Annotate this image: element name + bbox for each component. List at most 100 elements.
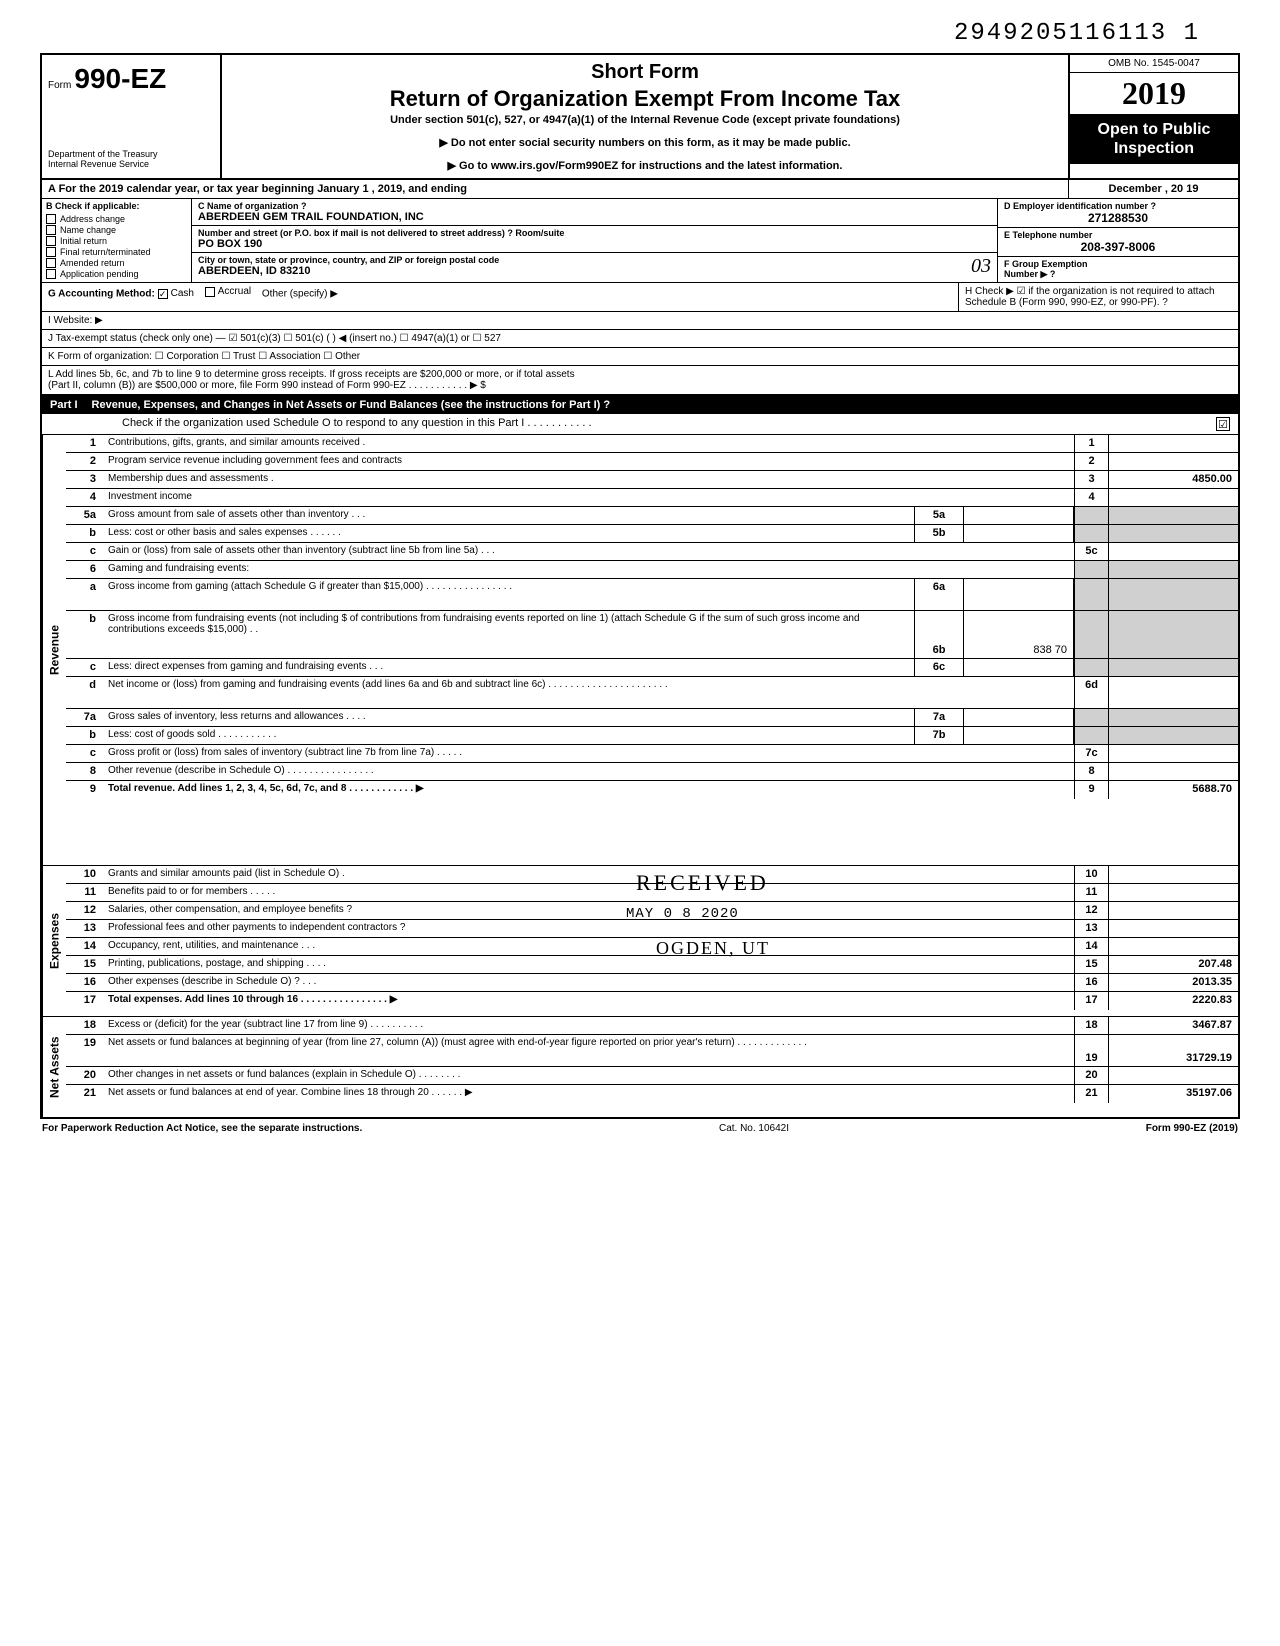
chk-address-change[interactable] xyxy=(46,214,56,224)
row-a-text: A For the 2019 calendar year, or tax yea… xyxy=(42,180,1068,198)
lbl-other-specify: Other (specify) ▶ xyxy=(262,289,338,300)
line-13-text: Professional fees and other payments to … xyxy=(102,920,1074,937)
row-a-month: December xyxy=(1109,183,1162,195)
line-5c-text: Gain or (loss) from sale of assets other… xyxy=(102,543,1074,560)
line-2-text: Program service revenue including govern… xyxy=(102,453,1074,470)
line-15-amt: 207.48 xyxy=(1108,956,1238,973)
line-20-amt xyxy=(1108,1067,1238,1084)
line-8-numcol: 8 xyxy=(1074,763,1108,780)
line-1-text: Contributions, gifts, grants, and simila… xyxy=(102,435,1074,452)
line-5b-grey xyxy=(1074,525,1108,542)
line-21-numcol: 21 xyxy=(1074,1085,1108,1103)
line-19-numcol: 19 xyxy=(1074,1035,1108,1066)
line-16-amt: 2013.35 xyxy=(1108,974,1238,991)
line-5c-amt xyxy=(1108,543,1238,560)
lbl-address-change: Address change xyxy=(60,214,125,224)
line-7b-greyamt xyxy=(1108,727,1238,744)
line-6b-grey xyxy=(1074,611,1108,658)
line-5a-text: Gross amount from sale of assets other t… xyxy=(102,507,914,524)
footer-center: Cat. No. 10642I xyxy=(719,1123,789,1134)
line-10-amt xyxy=(1108,866,1238,883)
line-20-no: 20 xyxy=(66,1067,102,1084)
schedule-o-text: Check if the organization used Schedule … xyxy=(122,417,592,431)
schedule-o-check-line: Check if the organization used Schedule … xyxy=(40,414,1240,435)
lbl-application-pending: Application pending xyxy=(60,269,139,279)
line-6b-sub: 6b xyxy=(914,611,964,658)
short-form-title: Short Form xyxy=(232,61,1058,84)
line-6b-text: Gross income from fundraising events (no… xyxy=(102,611,914,658)
line-5a-grey xyxy=(1074,507,1108,524)
line-6c-subval xyxy=(964,659,1074,676)
line-5b-sub: 5b xyxy=(914,525,964,542)
line-3-numcol: 3 xyxy=(1074,471,1108,488)
line-6a-grey xyxy=(1074,579,1108,610)
line-15-no: 15 xyxy=(66,956,102,973)
line-10-numcol: 10 xyxy=(1074,866,1108,883)
lbl-cash: Cash xyxy=(171,288,194,299)
chk-final-return[interactable] xyxy=(46,247,56,257)
line-7a-sub: 7a xyxy=(914,709,964,726)
form-prefix: Form xyxy=(48,80,71,91)
line-6-greyamt xyxy=(1108,561,1238,578)
line-5a-subval xyxy=(964,507,1074,524)
org-name-label: C Name of organization ? xyxy=(198,201,991,211)
chk-name-change[interactable] xyxy=(46,225,56,235)
line-18-amt: 3467.87 xyxy=(1108,1017,1238,1034)
footer-left: For Paperwork Reduction Act Notice, see … xyxy=(42,1123,362,1134)
line-16-numcol: 16 xyxy=(1074,974,1108,991)
chk-initial-return[interactable] xyxy=(46,236,56,246)
line-10-text: Grants and similar amounts paid (list in… xyxy=(102,866,1074,883)
line-17-text: Total expenses. Add lines 10 through 16 … xyxy=(102,992,1074,1010)
schedule-o-checkbox[interactable]: ☑ xyxy=(1216,417,1230,431)
line-14-text: Occupancy, rent, utilities, and maintena… xyxy=(102,938,1074,955)
line-20-text: Other changes in net assets or fund bala… xyxy=(102,1067,1074,1084)
main-title: Return of Organization Exempt From Incom… xyxy=(232,86,1058,112)
line-7c-no: c xyxy=(66,745,102,762)
line-4-amt xyxy=(1108,489,1238,506)
subtitle: Under section 501(c), 527, or 4947(a)(1)… xyxy=(232,114,1058,126)
line-6d-no: d xyxy=(66,677,102,708)
line-11-text: Benefits paid to or for members . . . . … xyxy=(102,884,1074,901)
chk-amended-return[interactable] xyxy=(46,258,56,268)
line-13-amt xyxy=(1108,920,1238,937)
chk-accrual[interactable] xyxy=(205,287,215,297)
row-l-line1: L Add lines 5b, 6c, and 7b to line 9 to … xyxy=(48,369,1232,380)
line-3-no: 3 xyxy=(66,471,102,488)
address-label: Number and street (or P.O. box if mail i… xyxy=(198,228,991,238)
instruction-2: ▶ Go to www.irs.gov/Form990EZ for instru… xyxy=(232,159,1058,172)
line-6c-sub: 6c xyxy=(914,659,964,676)
line-7a-text: Gross sales of inventory, less returns a… xyxy=(102,709,914,726)
ein-value: 271288530 xyxy=(1004,211,1232,225)
line-15-numcol: 15 xyxy=(1074,956,1108,973)
sidebar-revenue: Revenue xyxy=(42,435,66,865)
line-8-amt xyxy=(1108,763,1238,780)
instruction-1: ▶ Do not enter social security numbers o… xyxy=(232,136,1058,149)
line-7b-text: Less: cost of goods sold . . . . . . . .… xyxy=(102,727,914,744)
line-7c-amt xyxy=(1108,745,1238,762)
row-k-form-org: K Form of organization: ☐ Corporation ☐ … xyxy=(42,348,1238,365)
form-header: Form 990-EZ Department of the Treasury I… xyxy=(40,53,1240,180)
open-public-badge: Open to Public Inspection xyxy=(1070,114,1238,164)
line-9-numcol: 9 xyxy=(1074,781,1108,799)
col-b-header: B Check if applicable: xyxy=(46,201,187,211)
form-number: 990-EZ xyxy=(74,63,166,94)
line-8-no: 8 xyxy=(66,763,102,780)
line-11-numcol: 11 xyxy=(1074,884,1108,901)
line-19-no: 19 xyxy=(66,1035,102,1066)
line-6-text: Gaming and fundraising events: xyxy=(102,561,1074,578)
line-6a-subval xyxy=(964,579,1074,610)
line-6b-no: b xyxy=(66,611,102,658)
chk-cash[interactable] xyxy=(158,289,168,299)
part-1-table: Revenue 1Contributions, gifts, grants, a… xyxy=(40,435,1240,1119)
line-6-grey xyxy=(1074,561,1108,578)
row-g-label: G Accounting Method: xyxy=(48,289,155,300)
line-5b-greyamt xyxy=(1108,525,1238,542)
line-5b-subval xyxy=(964,525,1074,542)
line-14-numcol: 14 xyxy=(1074,938,1108,955)
chk-application-pending[interactable] xyxy=(46,269,56,279)
line-21-amt: 35197.06 xyxy=(1108,1085,1238,1103)
section-bcdef: B Check if applicable: Address change Na… xyxy=(40,199,1240,283)
row-j-tax-exempt: J Tax-exempt status (check only one) — ☑… xyxy=(42,330,1238,347)
line-7b-no: b xyxy=(66,727,102,744)
sidebar-net-assets: Net Assets xyxy=(42,1017,66,1117)
